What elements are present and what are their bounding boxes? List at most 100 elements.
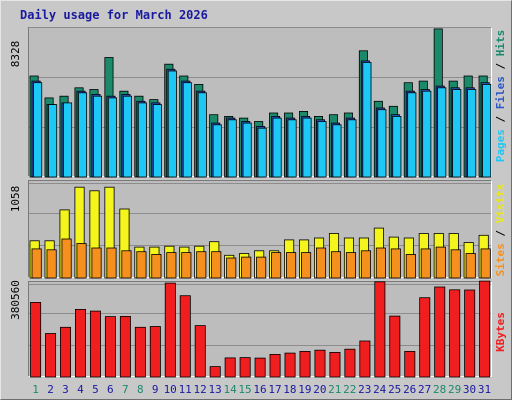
day-label: 23 xyxy=(358,383,371,396)
sites-bar xyxy=(181,252,192,279)
chart-title: Daily usage for March 2026 xyxy=(20,8,208,22)
legend-pages: Pages xyxy=(494,129,507,162)
kbytes-bar xyxy=(89,310,101,378)
day-label: 17 xyxy=(268,383,281,396)
kbytes-bar xyxy=(194,325,206,378)
sites-bar xyxy=(286,252,297,279)
kbytes-bar xyxy=(209,366,221,378)
kbytes-bar xyxy=(119,315,131,378)
pages-bar xyxy=(362,62,372,178)
sites-bar xyxy=(405,253,416,279)
sites-bar xyxy=(166,252,177,279)
kbytes-bar xyxy=(60,326,72,378)
mid-panel-legend: Sites / Visits xyxy=(494,184,507,277)
sites-bar xyxy=(301,252,312,279)
sites-bar xyxy=(46,249,57,279)
pages-bar xyxy=(452,89,462,178)
pages-bar xyxy=(347,119,357,178)
day-label: 3 xyxy=(62,383,69,396)
sites-bar xyxy=(315,247,327,279)
kbytes-bar xyxy=(45,333,57,378)
pages-bar xyxy=(257,127,267,178)
sites-bar xyxy=(465,253,476,279)
kbytes-bar xyxy=(449,289,461,378)
day-label: 25 xyxy=(388,383,401,396)
top-panel-legend: Pages / Files / Hits xyxy=(494,30,507,163)
pages-bar xyxy=(467,89,477,178)
legend-visits: Visits xyxy=(494,184,507,224)
kbytes-bar xyxy=(149,326,161,378)
sites-bar xyxy=(76,243,87,279)
sites-bar xyxy=(31,248,42,279)
kbytes-bar xyxy=(179,295,191,378)
kbytes-bar xyxy=(269,353,281,378)
sites-bar xyxy=(226,257,237,279)
day-label: 22 xyxy=(343,383,356,396)
pages-bar xyxy=(302,117,312,178)
pages-bar xyxy=(122,95,132,178)
pages-bar xyxy=(78,92,88,178)
day-label: 8 xyxy=(137,383,144,396)
sites-bar xyxy=(106,247,117,279)
sites-bar xyxy=(345,252,357,279)
sites-bar xyxy=(450,249,461,279)
pages-bar xyxy=(152,104,162,178)
pages-bar xyxy=(482,84,492,178)
pages-bar xyxy=(167,70,177,178)
kbytes-bar xyxy=(239,357,251,378)
pages-bar xyxy=(317,121,327,178)
legend-sites: Sites xyxy=(494,243,507,276)
kbytes-bar xyxy=(359,340,371,378)
kbytes-panel xyxy=(28,280,492,378)
pages-bar xyxy=(92,95,103,178)
sites-bar xyxy=(151,253,162,279)
kbytes-bar xyxy=(419,297,431,378)
kbytes-bar xyxy=(299,350,311,378)
day-label: 27 xyxy=(418,383,431,396)
sites-bar xyxy=(360,250,371,279)
legend-kbytes: KBytes xyxy=(494,312,507,352)
kbytes-bar xyxy=(404,350,416,378)
day-label: 21 xyxy=(328,383,341,396)
kbytes-bar xyxy=(479,280,491,378)
kbytes-bar xyxy=(254,357,266,378)
kbytes-bar xyxy=(344,348,356,378)
kbytes-bar xyxy=(389,315,401,378)
day-label: 13 xyxy=(208,383,221,396)
kbytes-bar xyxy=(30,301,42,378)
day-label: 19 xyxy=(298,383,311,396)
kbytes-bar xyxy=(104,316,116,378)
day-label: 9 xyxy=(152,383,159,396)
pages-bar xyxy=(227,119,237,178)
sites-bar xyxy=(91,247,102,279)
sites-bar xyxy=(196,251,207,279)
day-label: 11 xyxy=(179,383,192,396)
pages-bar xyxy=(197,92,207,178)
pages-bar xyxy=(48,104,58,178)
kbytes-bar xyxy=(374,281,386,378)
kbytes-bar xyxy=(329,351,341,378)
pages-bar xyxy=(332,124,342,178)
bot-panel-ytick: 380560 xyxy=(9,280,22,320)
sites-bar xyxy=(375,247,386,279)
mid-panel-frame-shadow xyxy=(28,180,492,278)
day-label: 14 xyxy=(223,383,237,396)
sites-bar xyxy=(330,251,342,279)
visits-sites-panel xyxy=(28,180,492,279)
legend-hits: Hits xyxy=(494,30,507,57)
bot-panel-legend: KBytes xyxy=(494,312,507,352)
x-axis-day-labels: 1 2 3 4 5 6 7 8 9 10 11 12 13 14 15 16 17 18 19 20 21 22 23 24 2… xyxy=(32,383,491,396)
sites-bar xyxy=(435,246,446,279)
pages-bar xyxy=(63,102,73,178)
sites-bar xyxy=(420,248,431,279)
kbytes-bar xyxy=(434,286,446,378)
day-label: 6 xyxy=(107,383,114,396)
day-label: 5 xyxy=(92,383,99,396)
pages-bar xyxy=(392,116,402,178)
pages-bar xyxy=(137,102,147,178)
kbytes-bar xyxy=(164,282,176,378)
sites-bar xyxy=(241,256,252,279)
